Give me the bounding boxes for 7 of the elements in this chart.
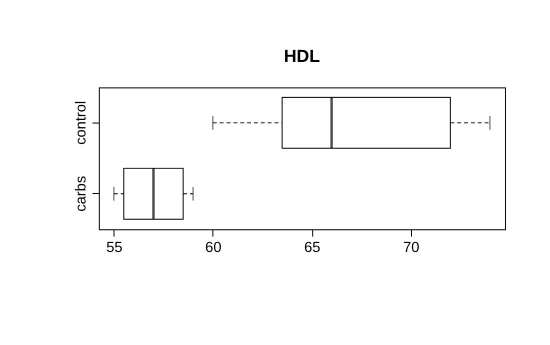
x-tick-label: 55 <box>106 240 123 256</box>
y-tick-label: control <box>74 100 90 145</box>
x-tick-label: 70 <box>403 240 420 256</box>
y-tick-label: carbs <box>74 176 90 212</box>
x-tick-label: 65 <box>304 240 320 256</box>
x-tick-label: 60 <box>205 240 222 256</box>
chart-title: HDL <box>284 46 320 66</box>
